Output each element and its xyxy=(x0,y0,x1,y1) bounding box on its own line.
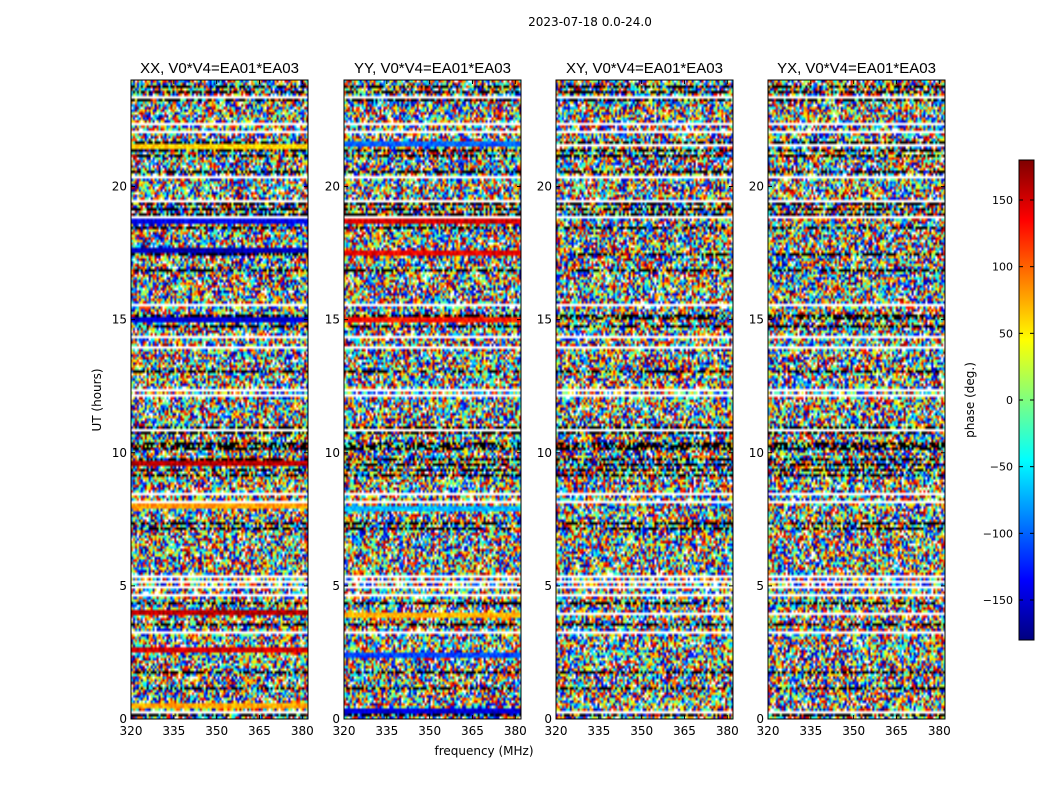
x-tick-label: 350 xyxy=(418,724,441,738)
colorbar-tick-label: −150 xyxy=(983,594,1013,607)
x-tick-label: 350 xyxy=(842,724,865,738)
x-tick-label: 365 xyxy=(248,724,271,738)
colorbar-tick-label: 50 xyxy=(999,327,1013,340)
panel-heatmap xyxy=(131,80,308,719)
colorbar-tick-label: 0 xyxy=(1006,394,1013,407)
y-tick-label: 10 xyxy=(749,446,764,460)
panel-2: XY, V0*V4=EA01*EA03 320 335 350 365 380 0 5 10 15… xyxy=(537,60,739,738)
panel-heatmap xyxy=(344,80,521,719)
panel-frame xyxy=(343,79,522,720)
y-tick-label: 0 xyxy=(119,712,127,726)
panel-1: YY, V0*V4=EA01*EA03 320 335 350 365 380 0 5 10 15… xyxy=(325,60,527,738)
y-tick-label: 20 xyxy=(325,180,340,194)
x-tick-label: 365 xyxy=(885,724,908,738)
x-tick-label: 380 xyxy=(291,724,314,738)
y-tick-label: 20 xyxy=(537,180,552,194)
x-tick-label: 380 xyxy=(928,724,951,738)
x-tick-label: 335 xyxy=(587,724,610,738)
y-tick-label: 10 xyxy=(537,446,552,460)
y-tick-label: 20 xyxy=(112,180,127,194)
y-tick-label: 0 xyxy=(544,712,552,726)
x-tick-label: 365 xyxy=(673,724,696,738)
x-tick-label: 350 xyxy=(205,724,228,738)
panel-heatmap xyxy=(556,80,733,719)
x-tick-label: 335 xyxy=(375,724,398,738)
y-axis-label: UT (hours) xyxy=(90,368,104,431)
y-tick-label: 20 xyxy=(749,180,764,194)
y-tick-label: 10 xyxy=(325,446,340,460)
y-tick-label: 10 xyxy=(112,446,127,460)
x-tick-label: 320 xyxy=(545,724,568,738)
x-tick-label: 335 xyxy=(799,724,822,738)
colorbar-tick-label: 100 xyxy=(992,261,1013,274)
panel-frame xyxy=(130,79,309,720)
x-tick-label: 320 xyxy=(757,724,780,738)
y-tick-label: 0 xyxy=(756,712,764,726)
y-tick-label: 0 xyxy=(332,712,340,726)
panel-frame xyxy=(767,79,946,720)
colorbar-ticks: 150 100 50 0 −50 −100 −150 xyxy=(983,194,1034,607)
x-tick-label: 335 xyxy=(162,724,185,738)
colorbar-tick-label: −100 xyxy=(983,527,1013,540)
colorbar: 150 100 50 0 −50 −100 −150 phase (deg.) xyxy=(963,159,1035,641)
x-tick-label: 320 xyxy=(120,724,143,738)
x-axis-label: frequency (MHz) xyxy=(434,744,533,758)
colorbar-label: phase (deg.) xyxy=(963,362,977,438)
colorbar-tick-label: 150 xyxy=(992,194,1013,207)
panels-layer: XX, V0*V4=EA01*EA03 320 335 350 365 380 0 5 10 15… xyxy=(112,60,951,738)
panel-title: XX, V0*V4=EA01*EA03 xyxy=(140,60,299,77)
y-tick-label: 5 xyxy=(544,579,552,593)
y-tick-label: 15 xyxy=(749,313,764,327)
y-tick-label: 5 xyxy=(756,579,764,593)
y-tick-label: 15 xyxy=(325,313,340,327)
panel-0: XX, V0*V4=EA01*EA03 320 335 350 365 380 0 5 10 15… xyxy=(112,60,314,738)
panel-3: YX, V0*V4=EA01*EA03 320 335 350 365 380 0 5 10 15… xyxy=(749,60,951,738)
figure-suptitle: 2023-07-18 0.0-24.0 xyxy=(528,15,652,29)
x-tick-label: 365 xyxy=(461,724,484,738)
panel-frame xyxy=(555,79,734,720)
x-tick-label: 380 xyxy=(504,724,527,738)
panel-heatmap xyxy=(768,80,945,719)
x-tick-label: 320 xyxy=(333,724,356,738)
panel-title: YY, V0*V4=EA01*EA03 xyxy=(354,60,511,77)
y-tick-label: 5 xyxy=(332,579,340,593)
y-tick-label: 5 xyxy=(119,579,127,593)
x-tick-label: 350 xyxy=(630,724,653,738)
colorbar-tick-label: −50 xyxy=(990,461,1013,474)
y-tick-label: 15 xyxy=(112,313,127,327)
x-tick-label: 380 xyxy=(716,724,739,738)
panel-title: XY, V0*V4=EA01*EA03 xyxy=(566,60,723,77)
panel-title: YX, V0*V4=EA01*EA03 xyxy=(777,60,936,77)
y-tick-label: 15 xyxy=(537,313,552,327)
